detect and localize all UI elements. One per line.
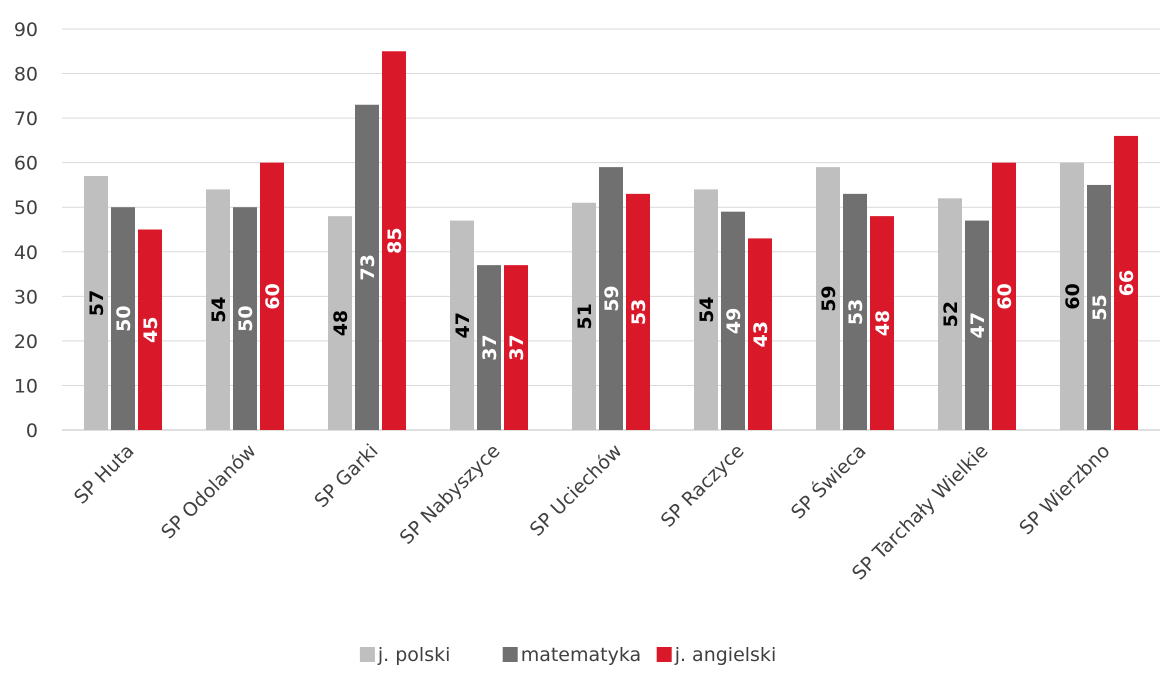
y-tick-label: 0 — [26, 420, 38, 442]
x-tick-label: SP Huta — [70, 440, 139, 509]
y-tick-label: 80 — [14, 64, 38, 86]
bar — [450, 220, 474, 430]
data-label: 52 — [940, 301, 962, 327]
bar — [599, 167, 623, 430]
bar — [843, 193, 867, 430]
bar — [1060, 162, 1084, 430]
legend: j. polski matematyka j. angielski — [359, 644, 777, 666]
data-label: 47 — [967, 312, 989, 338]
data-label: 49 — [723, 308, 745, 334]
bar — [382, 51, 406, 431]
y-tick-label: 60 — [14, 153, 38, 175]
data-label: 85 — [384, 227, 406, 253]
data-label: 48 — [872, 310, 894, 336]
bar — [504, 265, 528, 430]
bars — [84, 51, 1138, 431]
x-tick-label: SP Garki — [310, 440, 382, 512]
bar — [694, 189, 718, 430]
y-tick-label: 90 — [14, 19, 38, 41]
bar — [84, 176, 108, 430]
bar — [626, 193, 650, 430]
bar — [477, 265, 501, 430]
legend-label: j. angielski — [674, 644, 777, 666]
bar — [355, 104, 379, 430]
x-axis: SP Huta SP Odolanów SP Garki SP Nabyszyce SP… — [70, 439, 1115, 585]
bar — [992, 162, 1016, 430]
x-tick-label: SP Uciechów — [526, 440, 627, 541]
data-label: 43 — [750, 321, 772, 347]
data-label: 54 — [696, 296, 718, 322]
data-label: 60 — [1062, 283, 1084, 309]
y-tick-label: 40 — [14, 242, 38, 264]
data-label: 59 — [601, 285, 623, 311]
data-label: 50 — [113, 305, 135, 331]
legend-label: j. polski — [377, 644, 451, 666]
bar — [260, 162, 284, 430]
legend-swatch — [656, 647, 672, 662]
bar — [328, 216, 352, 430]
x-tick-label: SP Świeca — [786, 439, 871, 524]
data-label: 47 — [452, 312, 474, 338]
bar — [572, 202, 596, 430]
y-tick-label: 50 — [14, 197, 38, 219]
data-label: 66 — [1116, 270, 1138, 296]
bar — [233, 207, 257, 430]
data-label: 57 — [86, 290, 108, 316]
data-label: 37 — [479, 334, 501, 360]
bar — [965, 220, 989, 430]
x-tick-label: SP Nabyszyce — [396, 440, 505, 549]
data-label: 48 — [330, 310, 352, 336]
data-label: 60 — [994, 283, 1016, 309]
legend-swatch — [359, 647, 375, 662]
legend-label: matematyka — [521, 644, 641, 666]
y-tick-label: 30 — [14, 286, 38, 308]
y-tick-label: 10 — [14, 375, 38, 397]
data-label: 53 — [628, 299, 650, 325]
x-tick-label: SP Odolanów — [157, 440, 260, 543]
data-label: 59 — [818, 285, 840, 311]
x-tick-label: SP Raczyce — [657, 440, 749, 532]
data-label: 73 — [357, 254, 379, 280]
y-tick-label: 20 — [14, 331, 38, 353]
data-label: 60 — [262, 283, 284, 309]
data-label: 54 — [208, 296, 230, 322]
data-label: 51 — [574, 303, 596, 329]
bar — [1114, 135, 1138, 430]
bar — [206, 189, 230, 430]
bar — [870, 216, 894, 430]
bar — [816, 167, 840, 430]
data-label: 37 — [506, 334, 528, 360]
bar — [1087, 184, 1111, 430]
x-tick-label: SP Wierzbno — [1015, 440, 1114, 539]
data-label: 53 — [845, 299, 867, 325]
bar — [748, 238, 772, 430]
data-label: 55 — [1089, 294, 1111, 320]
y-tick-label: 70 — [14, 108, 38, 130]
data-label: 45 — [140, 317, 162, 343]
x-tick-label: SP Tarchały Wielkie — [848, 440, 993, 585]
bar — [138, 229, 162, 430]
y-axis: 0 10 20 30 40 50 60 70 80 90 — [14, 19, 38, 442]
legend-swatch — [502, 647, 518, 662]
bar — [111, 207, 135, 430]
bar — [721, 211, 745, 430]
bar — [938, 198, 962, 430]
data-label: 50 — [235, 305, 257, 331]
